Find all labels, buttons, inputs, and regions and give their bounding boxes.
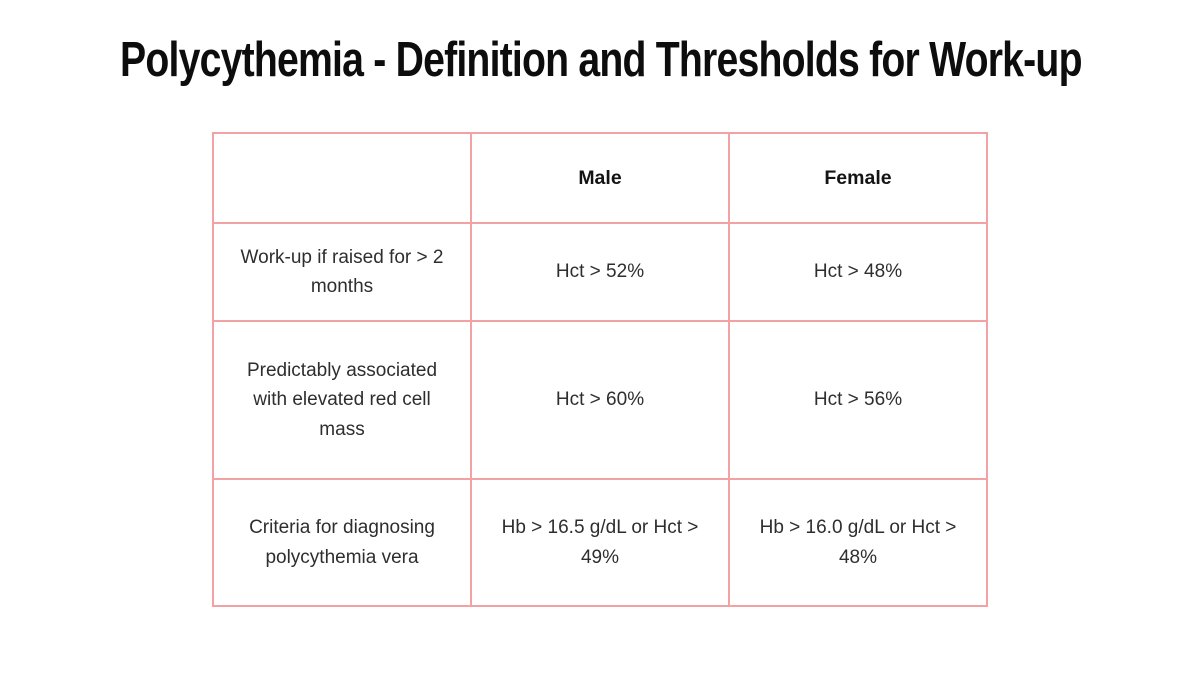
table-row-pv-criteria: Criteria for diagnosing polycythemia ver…: [212, 478, 988, 607]
workup-male-value: Hct > 52%: [470, 222, 730, 322]
workup-female-value: Hct > 48%: [728, 222, 988, 322]
column-header-male: Male: [470, 132, 730, 224]
pv-criteria-female-value: Hb > 16.0 g/dL or Hct > 48%: [728, 478, 988, 607]
row-label-red-cell-mass: Predictably associated with elevated red…: [212, 320, 472, 480]
slide-title: Polycythemia - Definition and Thresholds…: [120, 33, 1083, 87]
column-header-female: Female: [728, 132, 988, 224]
corner-cell: [212, 132, 472, 224]
row-label-pv-criteria: Criteria for diagnosing polycythemia ver…: [212, 478, 472, 607]
table-row-workup: Work-up if raised for > 2 months Hct > 5…: [212, 222, 988, 322]
table-header-row: Male Female: [212, 132, 988, 224]
pv-criteria-male-value: Hb > 16.5 g/dL or Hct > 49%: [470, 478, 730, 607]
red-cell-mass-male-value: Hct > 60%: [470, 320, 730, 480]
row-label-workup: Work-up if raised for > 2 months: [212, 222, 472, 322]
thresholds-table: Male Female Work-up if raised for > 2 mo…: [212, 132, 988, 607]
table-row-red-cell-mass: Predictably associated with elevated red…: [212, 320, 988, 480]
red-cell-mass-female-value: Hct > 56%: [728, 320, 988, 480]
